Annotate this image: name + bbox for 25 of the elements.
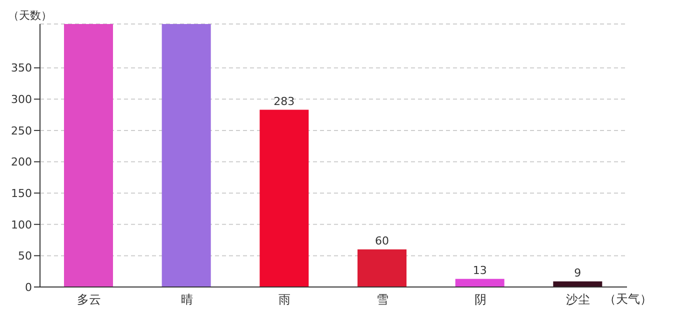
- y-tick-label: 300: [11, 93, 32, 106]
- data-label: 9: [574, 266, 582, 280]
- y-tick-label: 250: [11, 124, 32, 138]
- data-label: 60: [375, 234, 389, 248]
- data-label: 283: [274, 94, 295, 108]
- y-axis-title: （天数）: [8, 8, 52, 23]
- y-tick-label: 200: [11, 156, 32, 169]
- data-label: 13: [472, 264, 487, 277]
- y-tick-label: 350: [11, 62, 32, 75]
- bar: [260, 110, 309, 287]
- x-tick-label: 多云: [76, 292, 101, 307]
- y-tick-label: 150: [11, 186, 32, 200]
- y-tick-label: 100: [11, 218, 32, 232]
- bar: [64, 24, 113, 287]
- x-tick-label: 晴: [180, 292, 193, 307]
- y-tick-label: 50: [18, 250, 32, 263]
- bar: [162, 24, 211, 287]
- x-tick-label: 沙尘: [566, 292, 590, 307]
- x-axis-title: （天气）: [604, 291, 652, 308]
- x-tick-label: 雪: [376, 292, 388, 307]
- x-tick-label: 雨: [278, 292, 291, 307]
- bar: [455, 278, 504, 287]
- bar: [358, 249, 406, 287]
- x-tick-label: 阴: [474, 292, 486, 307]
- y-tick-label: 0: [25, 280, 32, 294]
